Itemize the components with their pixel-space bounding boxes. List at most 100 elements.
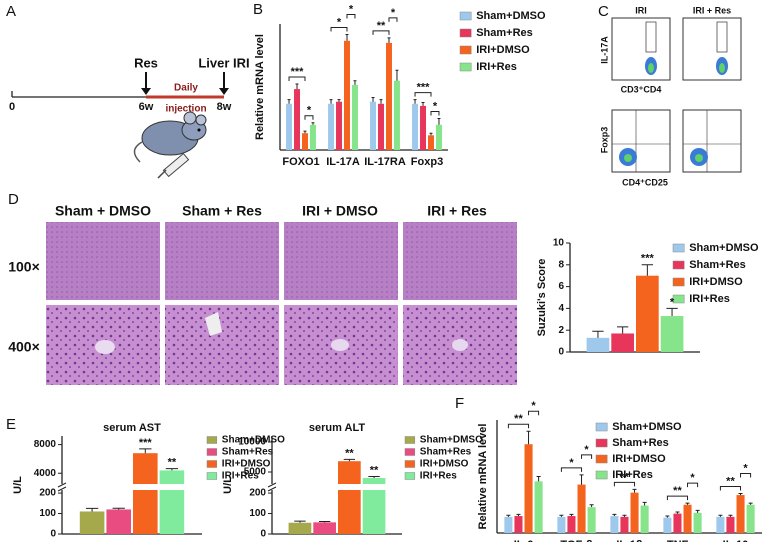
bar: [309, 124, 316, 150]
timeline-label: 0: [9, 101, 15, 113]
histology-row: 100×: [8, 259, 40, 275]
y-tick-label: 6: [558, 281, 564, 292]
bar: [726, 516, 735, 533]
significance: *: [391, 7, 396, 19]
legend-swatch: [459, 11, 472, 21]
legend-swatch: [595, 454, 608, 464]
error-bar: [695, 509, 700, 513]
error-bar: [569, 513, 574, 517]
legend-label: IRI+DMSO: [612, 453, 666, 465]
y-tick-label: 8000: [34, 439, 57, 450]
error-bar: [345, 34, 349, 41]
error-bar: [294, 520, 306, 523]
error-bar: [413, 99, 417, 104]
significance-bracket: [288, 76, 306, 82]
significance: **: [514, 413, 523, 425]
timeline: 0 Res Liver IRI 6w 8w Daily injection: [9, 55, 250, 179]
significance: ***: [417, 82, 431, 94]
legend-swatch: [206, 436, 218, 444]
bar: [302, 133, 308, 150]
error-bar: [337, 99, 341, 102]
flow-plots: IRI IRI + Res IL-17A CD3⁺CD4 Foxp3 CD4⁺C…: [599, 5, 742, 187]
histology-column: IRI + Res: [427, 203, 487, 219]
flow-title: IRI: [635, 5, 647, 15]
y-tick-label: 4: [558, 303, 564, 314]
legend-swatch: [672, 260, 685, 270]
significance-bracket: [388, 17, 398, 22]
bar: [736, 495, 745, 533]
y-tick-label: 10: [553, 238, 565, 249]
significance: *: [433, 100, 438, 112]
significance-bracket: [560, 467, 583, 472]
error-bar: [437, 118, 441, 125]
error-bar: [379, 99, 383, 104]
y-tick-label: 0: [558, 347, 564, 358]
chart-title: serum AST: [103, 422, 161, 434]
chart-title: serum ALT: [309, 422, 366, 434]
y-tick-label: 100: [249, 508, 266, 519]
legend-label: Sham+Res: [222, 447, 274, 458]
significance-bracket: [414, 92, 432, 97]
bar: [338, 461, 361, 484]
significance: *: [690, 472, 695, 484]
error-bar: [371, 97, 375, 102]
error-bar: [85, 507, 99, 512]
significance: *: [743, 462, 748, 474]
legend-label: IRI+DMSO: [689, 276, 743, 288]
error-bar: [685, 502, 690, 505]
x-tick-label: IL-17A: [326, 156, 360, 168]
y-tick-label: 10000: [238, 437, 266, 448]
bar: [716, 516, 725, 533]
legend-label: Sham+Res: [612, 437, 669, 449]
legend-label: Sham+Res: [689, 259, 746, 271]
error-bar: [642, 501, 647, 506]
bar: [362, 490, 386, 534]
error-bar: [666, 307, 678, 317]
flow-axis: Foxp3: [599, 127, 609, 154]
error-bar: [612, 513, 617, 517]
bar: [351, 84, 358, 150]
axis-break: [57, 482, 67, 492]
legend-swatch: [672, 294, 685, 304]
bar: [336, 101, 342, 150]
error-bar: [665, 515, 670, 518]
significance-bracket: [719, 485, 742, 491]
legend-swatch: [672, 277, 685, 287]
legend-swatch: [404, 460, 416, 468]
bar: [640, 505, 649, 533]
significance-bracket: [613, 481, 636, 487]
y-tick-label: 200: [249, 488, 266, 499]
legend-swatch: [595, 422, 608, 432]
flow-axis: CD4⁺CD25: [622, 177, 668, 187]
error-bar: [311, 122, 315, 125]
significance-bracket: [346, 14, 356, 19]
significance: **: [168, 457, 177, 469]
histology-column: Sham + Res: [182, 203, 262, 219]
bar: [746, 504, 755, 533]
error-bar: [165, 468, 179, 471]
significance: *: [584, 444, 589, 456]
panel-letter: F: [455, 395, 464, 412]
error-bar: [353, 80, 357, 85]
significance: **: [620, 471, 629, 483]
flow-axis: IL-17A: [599, 36, 609, 64]
error-bar: [329, 99, 333, 104]
legend-swatch: [206, 472, 218, 480]
y-axis-label: Relative mRNA level: [477, 424, 489, 530]
histology-row: 400×: [8, 339, 40, 355]
error-bar: [295, 83, 299, 90]
bar: [630, 492, 639, 533]
significance-bracket: [687, 482, 699, 488]
error-bar: [622, 514, 627, 517]
error-bar: [387, 37, 391, 43]
error-bar: [395, 69, 399, 81]
bar: [504, 516, 513, 533]
bar: [693, 512, 702, 533]
significance-bracket: [507, 423, 530, 429]
legend-swatch: [459, 62, 472, 72]
legend-swatch: [404, 472, 416, 480]
significance: *: [531, 400, 536, 412]
significance-bracket: [528, 410, 540, 416]
error-bar: [592, 330, 604, 338]
bar: [611, 333, 634, 352]
